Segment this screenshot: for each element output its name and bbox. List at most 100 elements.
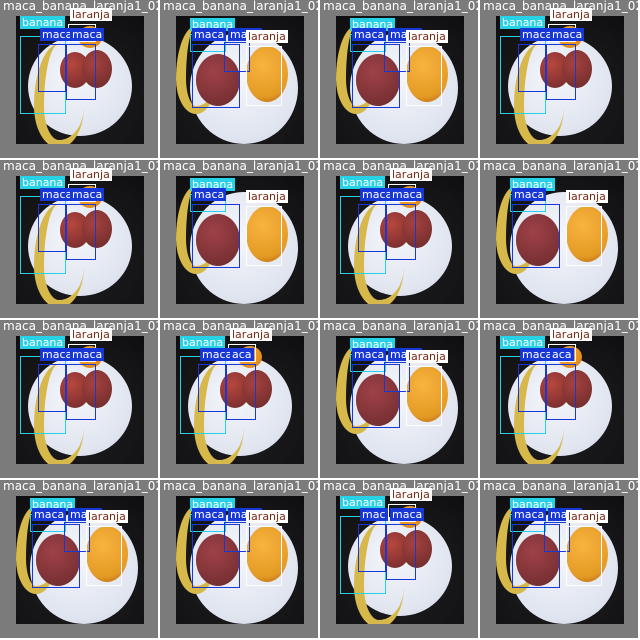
laranja-label: laranja: [70, 8, 112, 21]
fruit-photo: [176, 336, 304, 464]
maca-bounding-box: [38, 204, 66, 252]
banana-fruit: [336, 26, 376, 114]
banana-fruit: [176, 186, 216, 274]
banana-fruit: [354, 524, 404, 624]
maca-label: maca: [192, 28, 227, 41]
maca-label: aca: [550, 348, 574, 361]
maca-label: maca: [192, 508, 227, 521]
maca-label: maca: [70, 28, 105, 41]
maca-bounding-box: [518, 44, 546, 92]
maca-bounding-box: [64, 522, 90, 552]
maca-label: maca: [390, 188, 425, 201]
maca-bounding-box: [546, 364, 576, 420]
image-tile: maca_banana_laranja1_02 0.jpglaranja bana…: [160, 320, 318, 478]
image-tile: maca_banana_laranja1_02 1.jpglaranja bana…: [320, 160, 478, 318]
laranja-label: laranja: [70, 328, 112, 341]
image-filename: maca_banana_laranja1_02 2.jpg: [323, 0, 478, 13]
fruit: [402, 530, 432, 568]
maca-label: maca: [520, 28, 555, 41]
maca-label: maca: [192, 188, 227, 201]
image-filename: maca_banana_laranja1_02 6.jpg: [3, 160, 158, 173]
laranja-bounding-box: [86, 526, 122, 586]
maca-bounding-box: [386, 524, 416, 580]
banana-label: banana: [20, 176, 66, 189]
image-filename: maca_banana_laranja1_02 9.jpg: [323, 480, 478, 493]
banana-label: banana: [500, 336, 546, 349]
maca-bounding-box: [518, 364, 546, 412]
fruit: [562, 50, 592, 88]
banana-fruit: [34, 204, 84, 304]
image-filename: maca_banana_laranja1_02 5.jpg: [163, 160, 318, 173]
image-filename: maca_banana_laranja1_02 8.jpg: [483, 0, 638, 13]
maca-label: aca: [230, 348, 254, 361]
maca-bounding-box: [512, 524, 560, 588]
banana-label: banana: [180, 336, 226, 349]
image-tile: maca_banana_laranja1_02 3.jpgbananamacam…: [160, 480, 318, 638]
laranja-label: laranja: [406, 30, 448, 43]
maca-bounding-box: [192, 44, 240, 108]
maca-bounding-box: [226, 364, 256, 420]
maca-bounding-box: [66, 364, 96, 420]
maca-label: mac: [360, 508, 388, 521]
banana-label: banana: [190, 18, 236, 31]
image-filename: maca_banana_laranja1_02 2.jpg: [163, 0, 318, 13]
maca-label: maca: [520, 348, 555, 361]
image-filename: maca_banana_laranja1_02 7.jpg: [483, 160, 638, 173]
image-filename: maca_banana_laranja1_02 5.jpg: [483, 480, 638, 493]
maca-bounding-box: [224, 522, 250, 552]
banana-label: banana: [510, 498, 556, 511]
maca-label: maca: [40, 188, 75, 201]
banana-label: banana: [340, 176, 386, 189]
banana-label: banana: [350, 18, 396, 31]
banana-label: banana: [350, 338, 396, 351]
laranja-label: laranja: [390, 488, 432, 501]
image-tile: maca_banana_laranja1_02 6.jpglaranja bana…: [0, 160, 158, 318]
maca-bounding-box: [224, 42, 250, 72]
laranja-label: laranja: [246, 30, 288, 43]
maca-label: maca: [390, 508, 425, 521]
maca-bounding-box: [38, 44, 66, 92]
banana-fruit: [34, 44, 84, 144]
maca-bounding-box: [198, 364, 226, 412]
banana-fruit: [16, 506, 56, 594]
banana-fruit: [496, 506, 536, 594]
maca-bounding-box: [546, 44, 576, 100]
laranja-label: laranja: [406, 350, 448, 363]
maca-label: maca: [40, 28, 75, 41]
maca-bounding-box: [358, 524, 386, 572]
laranja-label: laranja: [550, 8, 592, 21]
image-filename: maca_banana_laranja1_02 4.jpg: [3, 320, 158, 333]
image-tile: maca_banana_laranja1_02 5.jpgbananamacam…: [480, 480, 638, 638]
fruit: [196, 534, 240, 586]
image-filename: maca_banana_laranja1_02 1.jpg: [323, 160, 478, 173]
fruit: [82, 370, 112, 408]
fruit: [36, 534, 80, 586]
maca-bounding-box: [512, 204, 560, 268]
image-tile: maca_banana_laranja1_02 9.jpglaranja bana…: [320, 480, 478, 638]
maca-label: maca: [550, 28, 585, 41]
image-filename: maca_banana_laranja1_02 6.jpg: [3, 0, 158, 13]
banana-label: banana: [30, 498, 76, 511]
image-tile: maca_banana_laranja1_02 4.jpglaranja bana…: [0, 320, 158, 478]
laranja-label: laranja: [246, 510, 288, 523]
maca-bounding-box: [66, 204, 96, 260]
maca-bounding-box: [358, 204, 386, 252]
image-tile: maca_banana_laranja1_02 6.jpglaranja bana…: [0, 0, 158, 158]
banana-fruit: [496, 186, 536, 274]
image-tile: maca_banana_laranja1_02 2.jpgbananamacam…: [320, 0, 478, 158]
maca-bounding-box: [32, 524, 80, 588]
maca-bounding-box: [38, 364, 66, 412]
maca-label: maca: [200, 348, 235, 361]
fruit: [242, 370, 272, 408]
maca-bounding-box: [192, 204, 240, 268]
laranja-bounding-box: [406, 366, 442, 426]
maca-label: maca: [352, 28, 387, 41]
maca-label: maca: [512, 508, 547, 521]
image-filename: maca_banana_laranja1_02 0.jpg: [323, 320, 478, 333]
maca-bounding-box: [192, 524, 240, 588]
maca-bounding-box: [384, 362, 410, 392]
laranja-bounding-box: [406, 46, 442, 106]
fruit: [196, 54, 240, 106]
laranja-label: laranja: [550, 328, 592, 341]
